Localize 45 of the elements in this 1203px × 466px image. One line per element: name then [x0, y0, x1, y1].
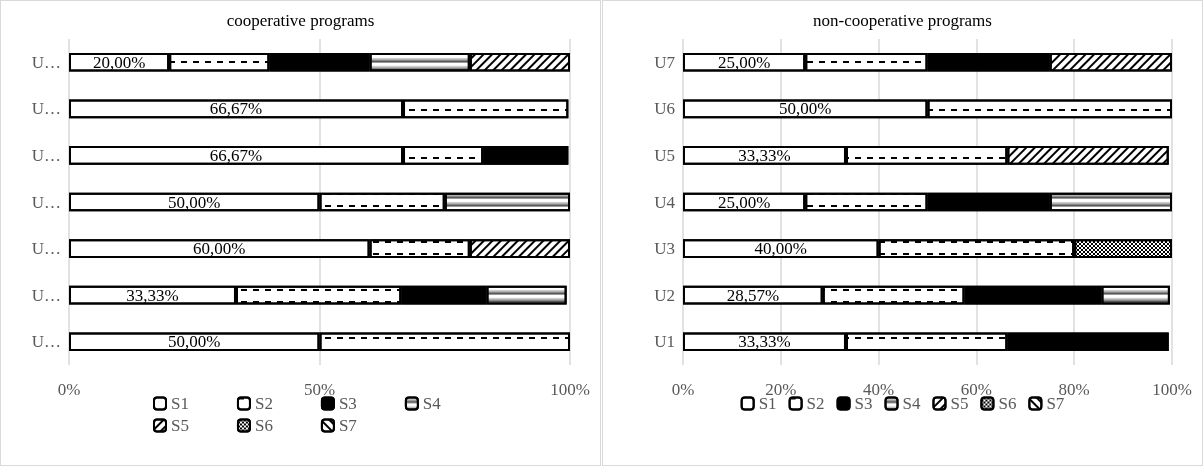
y-tick-label: U…	[31, 99, 61, 119]
data-label: 66,67%	[209, 145, 263, 165]
legend-label: S1	[171, 394, 189, 413]
x-tick-label: 100%	[550, 380, 590, 399]
data-label: 50,00%	[779, 99, 832, 119]
data-label: 33,33%	[738, 332, 791, 352]
y-tick-label: U…	[31, 239, 61, 259]
legend-label: S5	[171, 416, 189, 435]
data-label: 25,00%	[717, 192, 771, 212]
data-label: 28,57%	[726, 285, 780, 305]
y-tick-label: U6	[654, 99, 675, 119]
legend-label: S7	[338, 416, 358, 435]
y-tick-label: U…	[31, 285, 61, 305]
data-label: 25,00%	[717, 52, 771, 72]
x-tick-label: 50%	[303, 380, 336, 399]
data-label: 33,33%	[738, 145, 791, 165]
y-tick-label: U4	[654, 192, 676, 212]
y-tick-label: U7	[654, 52, 676, 72]
data-label: 40,00%	[754, 239, 808, 259]
legend-label: S4	[902, 394, 921, 413]
y-tick-label: U1	[654, 332, 675, 352]
y-tick-label: U3	[654, 239, 675, 259]
y-tick-label: U…	[31, 192, 61, 212]
y-tick-label: U…	[31, 332, 61, 352]
legend-label: S6	[998, 394, 1017, 413]
x-tick-label: 100%	[1152, 380, 1192, 399]
x-tick-label: 0%	[671, 380, 695, 399]
x-tick-label: 0%	[57, 380, 81, 399]
legend-label: S6	[254, 416, 273, 435]
legend-label: S2	[806, 394, 825, 413]
y-tick-label: U5	[654, 145, 675, 165]
y-tick-label: U2	[654, 285, 675, 305]
data-label: 66,67%	[209, 99, 263, 119]
legend-label: S3	[338, 394, 357, 413]
legend-label: S4	[422, 394, 442, 413]
data-label: 60,00%	[193, 239, 246, 259]
data-label: 50,00%	[168, 332, 221, 352]
y-tick-label: U…	[31, 145, 61, 165]
chart-title: cooperative programs	[226, 11, 375, 30]
chart-title: non-cooperative programs	[813, 11, 992, 30]
legend-label: S2	[254, 394, 273, 413]
data-label: 20,00%	[92, 52, 146, 72]
data-label: 50,00%	[168, 192, 221, 212]
y-tick-label: U…	[31, 52, 61, 72]
data-label: 33,33%	[126, 285, 179, 305]
